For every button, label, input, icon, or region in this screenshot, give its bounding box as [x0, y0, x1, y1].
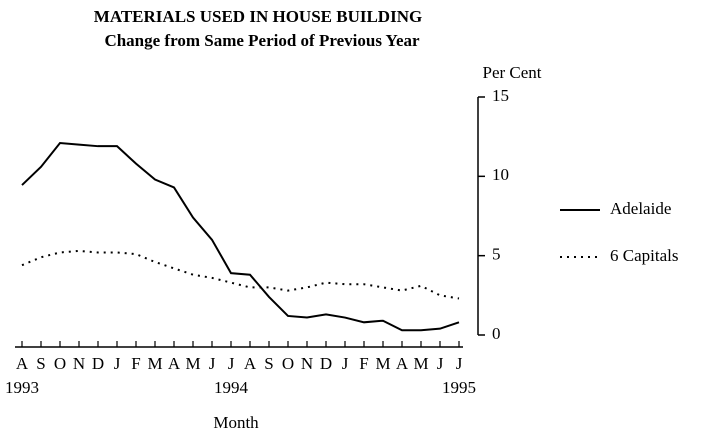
x-tick-label: O [54, 354, 66, 373]
x-axis-label: Month [213, 413, 259, 432]
x-tick-label: M [413, 354, 428, 373]
y-axis-label: Per Cent [482, 63, 541, 82]
year-label: 1994 [214, 378, 249, 397]
x-tick-label: S [36, 354, 45, 373]
x-tick-label: A [396, 354, 409, 373]
x-tick-label: N [73, 354, 85, 373]
year-label: 1993 [5, 378, 39, 397]
x-tick-label: O [282, 354, 294, 373]
y-tick-label: 5 [492, 245, 501, 264]
x-tick-label: J [209, 354, 216, 373]
line-series [21, 141, 460, 332]
x-tick-label: J [456, 354, 463, 373]
x-tick-label: N [301, 354, 313, 373]
chart-subtitle: Change from Same Period of Previous Year [104, 31, 420, 50]
y-tick-label: 15 [492, 86, 509, 105]
x-tick-label: J [228, 354, 235, 373]
y-tick-label: 10 [492, 165, 509, 184]
legend-label: Adelaide [610, 199, 671, 218]
x-tick-label: M [185, 354, 200, 373]
x-tick-label: J [437, 354, 444, 373]
x-tick-label: A [244, 354, 257, 373]
x-tick-label: M [375, 354, 390, 373]
line-series [21, 249, 460, 300]
chart-title: MATERIALS USED IN HOUSE BUILDING [94, 7, 422, 26]
x-tick-label: F [359, 354, 368, 373]
x-tick-label: F [131, 354, 140, 373]
y-tick-label: 0 [492, 324, 501, 343]
x-tick-label: D [92, 354, 104, 373]
x-tick-label: M [147, 354, 162, 373]
x-tick-label: J [342, 354, 349, 373]
x-tick-label: A [168, 354, 181, 373]
x-tick-label: S [264, 354, 273, 373]
x-tick-label: J [114, 354, 121, 373]
x-tick-label: D [320, 354, 332, 373]
year-label: 1995 [442, 378, 476, 397]
x-tick-label: A [16, 354, 29, 373]
legend-label: 6 Capitals [610, 246, 678, 265]
